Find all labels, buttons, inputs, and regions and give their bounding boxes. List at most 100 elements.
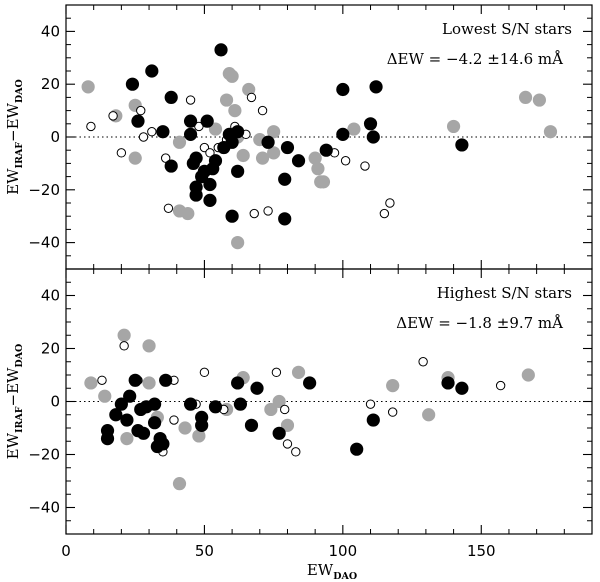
y-tick-label: −20 xyxy=(28,446,60,464)
data-point-black xyxy=(291,154,306,168)
data-point-black xyxy=(183,127,198,141)
data-point-gray xyxy=(446,119,461,134)
y-tick-label: −20 xyxy=(28,181,60,199)
data-point-black xyxy=(183,397,198,411)
data-point-black xyxy=(233,397,248,411)
data-point-black xyxy=(183,114,198,128)
data-point-black xyxy=(278,172,292,186)
data-point-gray xyxy=(264,402,278,417)
y-axis-label-part: −EW xyxy=(4,367,22,407)
data-point-black xyxy=(366,130,380,144)
x-tick-label: 100 xyxy=(329,542,358,560)
y-tick-label: 40 xyxy=(41,22,60,40)
data-point-gray xyxy=(311,162,325,176)
data-point-black xyxy=(195,418,209,432)
x-axis-label-main: EW xyxy=(307,561,334,579)
data-point-gray xyxy=(172,204,187,218)
data-point-black xyxy=(278,212,292,226)
y-tick-label: 20 xyxy=(41,340,60,358)
data-point-black xyxy=(214,43,228,57)
data-point-open xyxy=(194,121,204,132)
data-point-open xyxy=(271,367,282,378)
data-point-gray xyxy=(316,175,331,189)
data-point-gray xyxy=(192,429,206,443)
data-point-gray xyxy=(120,432,134,446)
data-point-black xyxy=(363,117,378,131)
y-tick-label: −40 xyxy=(28,499,60,517)
data-point-gray xyxy=(172,135,187,149)
data-point-black xyxy=(231,164,245,178)
data-point-black xyxy=(147,397,162,411)
data-point-gray xyxy=(225,69,239,83)
data-point-gray xyxy=(272,394,286,409)
data-point-gray xyxy=(219,93,234,107)
data-point-open xyxy=(257,105,268,116)
y-axis-label: EWIRAF−EWDAO xyxy=(4,79,25,195)
data-point-black xyxy=(131,114,145,128)
data-point-open xyxy=(365,399,376,409)
data-point-open xyxy=(387,407,398,417)
data-point-black xyxy=(156,437,170,451)
data-point-black xyxy=(244,418,259,432)
data-point-gray xyxy=(422,408,436,422)
y-axis-label-part: EW xyxy=(4,432,22,459)
data-point-gray xyxy=(172,477,187,491)
data-point-black xyxy=(200,114,214,128)
x-axis-label: EWDAO xyxy=(307,561,357,582)
data-point-open xyxy=(379,208,390,219)
data-point-open xyxy=(185,95,196,105)
data-point-black xyxy=(366,413,380,427)
data-point-open xyxy=(340,156,351,166)
data-point-gray xyxy=(267,146,281,160)
data-point-black xyxy=(225,209,239,223)
data-point-open xyxy=(160,153,171,163)
data-point-black xyxy=(350,442,364,456)
data-point-black xyxy=(109,408,123,422)
data-point-black xyxy=(136,426,151,440)
y-axis-label-part: −EW xyxy=(4,102,22,142)
data-point-gray xyxy=(236,148,250,163)
data-point-black xyxy=(217,140,231,155)
data-point-open xyxy=(385,198,395,208)
data-point-black xyxy=(156,125,170,139)
x-tick-label: 150 xyxy=(467,542,496,560)
data-point-black xyxy=(280,140,295,155)
data-point-black xyxy=(272,426,286,440)
data-point-gray xyxy=(81,80,95,94)
panel-lowest: −40 −20 0 20 40 Lowest S/N stars ΔEW = −4.2 ±1… xyxy=(4,4,593,270)
data-point-black xyxy=(250,381,264,395)
data-point-gray xyxy=(178,421,192,435)
data-point-gray xyxy=(84,376,98,390)
data-point-gray xyxy=(267,125,281,139)
y-tick-label: 40 xyxy=(41,287,60,305)
panels-layer: −40 −20 0 20 40 Lowest S/N stars ΔEW = −4.2 ±1… xyxy=(4,4,593,535)
data-point-black xyxy=(186,156,200,170)
y-tick-label: 20 xyxy=(41,75,60,93)
y-axis-label: EWIRAF−EWDAO xyxy=(4,344,25,460)
data-point-open xyxy=(280,404,290,415)
data-point-gray xyxy=(386,379,400,393)
data-point-open xyxy=(116,148,127,158)
data-point-open xyxy=(205,148,215,158)
data-point-open xyxy=(136,105,146,116)
x-axis-label-subscript: DAO xyxy=(333,571,357,582)
y-axis-label-subscript: DAO xyxy=(14,344,25,368)
y-axis-label-part: EW xyxy=(4,168,22,195)
y-tick-label: 0 xyxy=(50,393,60,411)
data-point-gray xyxy=(308,151,322,165)
data-point-gray xyxy=(532,93,547,107)
data-point-black xyxy=(319,143,333,157)
data-point-black xyxy=(336,127,350,141)
data-point-open xyxy=(249,208,259,219)
data-point-black xyxy=(261,135,275,149)
data-point-open xyxy=(147,127,157,137)
y-tick-label: 0 xyxy=(50,128,60,146)
panel-stat: ΔEW = −4.2 ±14.6 mÅ xyxy=(387,50,563,68)
data-point-black xyxy=(189,188,203,202)
data-point-gray xyxy=(543,125,558,139)
data-point-open xyxy=(418,357,428,367)
data-point-gray xyxy=(98,389,112,403)
data-point-open xyxy=(138,132,149,142)
data-point-open xyxy=(282,439,293,449)
data-point-open xyxy=(199,367,210,378)
